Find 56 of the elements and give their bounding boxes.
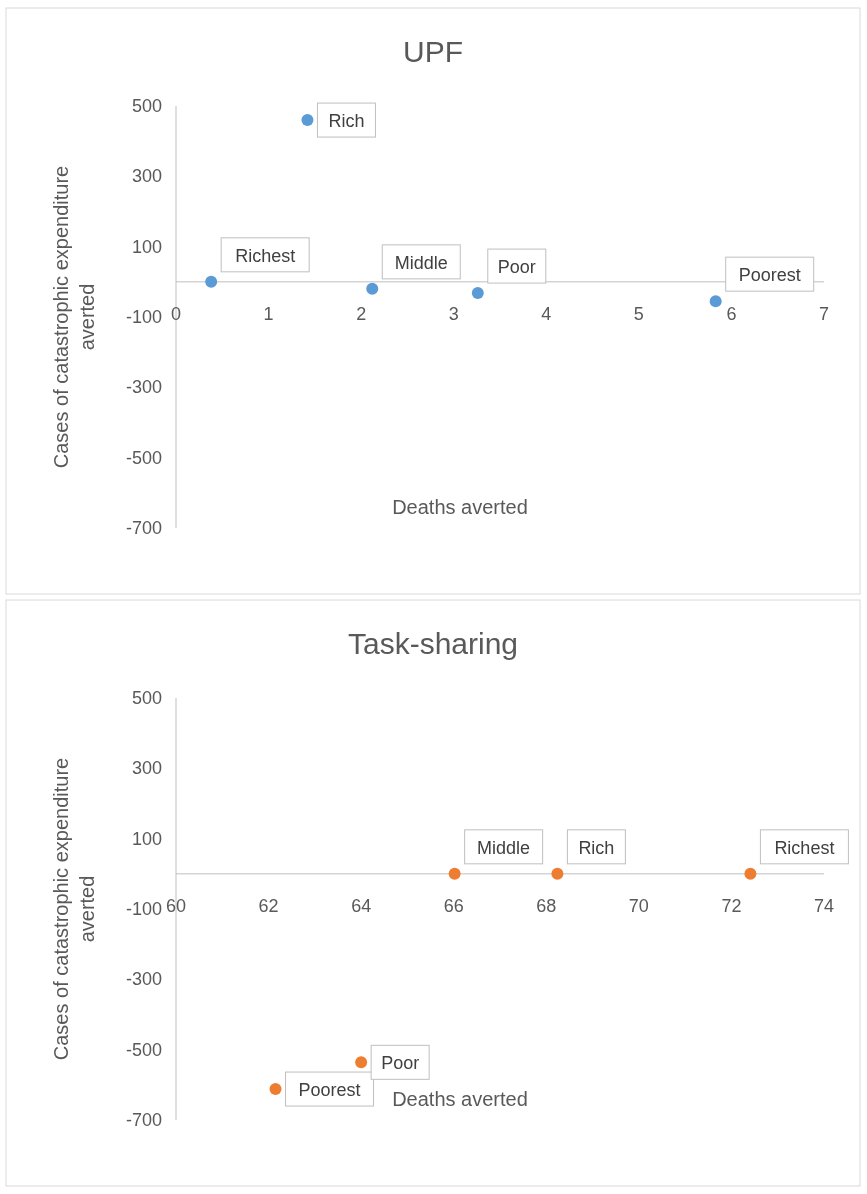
annotation: Middle <box>394 252 448 273</box>
y-tick-label: -700 <box>125 518 162 538</box>
y-tick-label: 300 <box>131 758 162 779</box>
point <box>269 1083 282 1096</box>
annotation: Middle <box>477 837 531 858</box>
annotation: Rich <box>328 111 365 132</box>
x-axis-title: Deaths averted <box>392 496 528 518</box>
y-tick-label: 500 <box>131 96 162 116</box>
x-tick-label: 7 <box>818 303 830 324</box>
annotation: Poorest <box>738 265 801 286</box>
y-tick-label: -700 <box>125 1110 162 1130</box>
chart-title: Task-sharing <box>347 627 519 660</box>
point <box>366 282 379 295</box>
x-tick-label: 5 <box>633 303 644 324</box>
point <box>355 1056 368 1069</box>
x-tick-label: 66 <box>443 895 464 916</box>
x-tick-label: 60 <box>165 895 187 916</box>
x-tick-label: 62 <box>258 895 279 916</box>
x-tick-label: 2 <box>356 303 367 324</box>
y-axis-title: Cases of catastrophic expenditure averted <box>50 165 98 469</box>
x-tick-label: 70 <box>628 895 649 916</box>
y-tick-label: -300 <box>125 969 162 990</box>
annotation: Richest <box>235 245 296 266</box>
x-tick-label: 72 <box>721 895 742 916</box>
point <box>301 114 314 127</box>
x-tick-label: 0 <box>170 303 182 324</box>
annotation: Poor <box>381 1053 420 1074</box>
x-tick-label: 1 <box>263 303 274 324</box>
x-tick-label: 4 <box>541 303 552 324</box>
y-tick-label: 100 <box>131 828 162 849</box>
annotation: Richest <box>774 837 835 858</box>
x-tick-label: 64 <box>351 895 372 916</box>
annotation: Rich <box>578 837 615 858</box>
point <box>448 867 461 880</box>
y-tick-label: -100 <box>125 899 162 919</box>
x-tick-label: 6 <box>726 303 737 324</box>
y-tick-label: 500 <box>131 688 162 708</box>
point <box>709 295 722 308</box>
chart-title: UPF <box>403 35 463 68</box>
x-tick-label: 74 <box>813 895 835 916</box>
y-tick-label: -500 <box>125 447 162 468</box>
annotation: Poor <box>497 257 536 278</box>
x-tick-label: 3 <box>448 303 459 324</box>
point <box>551 867 564 880</box>
annotation: Poorest <box>298 1080 361 1101</box>
y-tick-label: 300 <box>131 166 162 187</box>
point <box>205 275 218 288</box>
x-axis-title: Deaths averted <box>392 1088 528 1110</box>
x-tick-label: 68 <box>536 895 557 916</box>
y-tick-label: 100 <box>131 236 162 257</box>
y-tick-label: -500 <box>125 1039 162 1060</box>
point <box>471 287 484 300</box>
point <box>744 867 757 880</box>
y-axis-title: Cases of catastrophic expenditure averted <box>50 757 98 1061</box>
y-tick-label: -300 <box>125 377 162 398</box>
y-tick-label: -100 <box>125 307 162 327</box>
